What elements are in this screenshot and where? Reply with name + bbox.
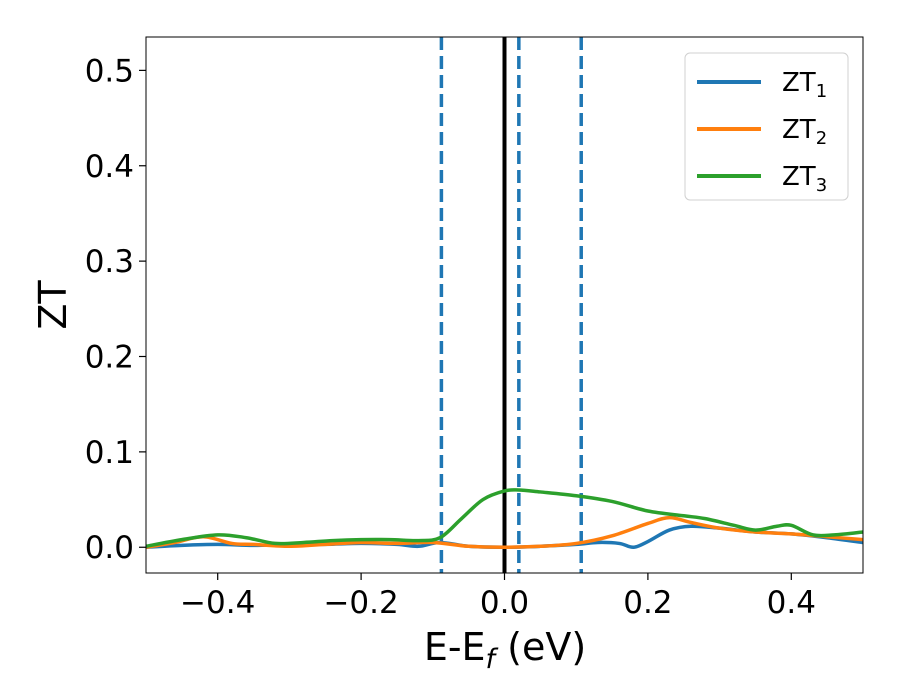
legend-label: ZT3 [782, 162, 827, 196]
series-line-zt2 [146, 515, 863, 549]
x-tick-label: 0.2 [623, 585, 672, 621]
legend: ZT1 ZT2 ZT3 [684, 52, 849, 201]
x-axis: −0.4 −0.2 0.0 0.2 0.4 [180, 573, 816, 621]
y-tick-label: 0.2 [85, 340, 134, 376]
y-tick-label: 0.3 [85, 244, 134, 280]
x-tick-label: 0.4 [767, 585, 816, 621]
legend-box [684, 52, 849, 201]
x-axis-title: E-Ef (eV) [424, 625, 586, 675]
x-tick-label: −0.2 [323, 585, 398, 621]
y-tick-label: 0.1 [85, 435, 134, 471]
y-axis-title: ZT [31, 280, 75, 330]
legend-label: ZT2 [782, 115, 827, 149]
x-tick-label: 0.0 [480, 585, 529, 621]
series-line-zt3 [146, 488, 863, 549]
legend-label: ZT1 [782, 68, 827, 102]
x-tick-label: −0.4 [180, 585, 255, 621]
y-axis: 0.0 0.1 0.2 0.3 0.4 0.5 [85, 53, 146, 566]
y-tick-label: 0.4 [85, 149, 134, 185]
y-tick-label: 0.5 [85, 53, 134, 89]
y-tick-label: 0.0 [85, 530, 134, 566]
